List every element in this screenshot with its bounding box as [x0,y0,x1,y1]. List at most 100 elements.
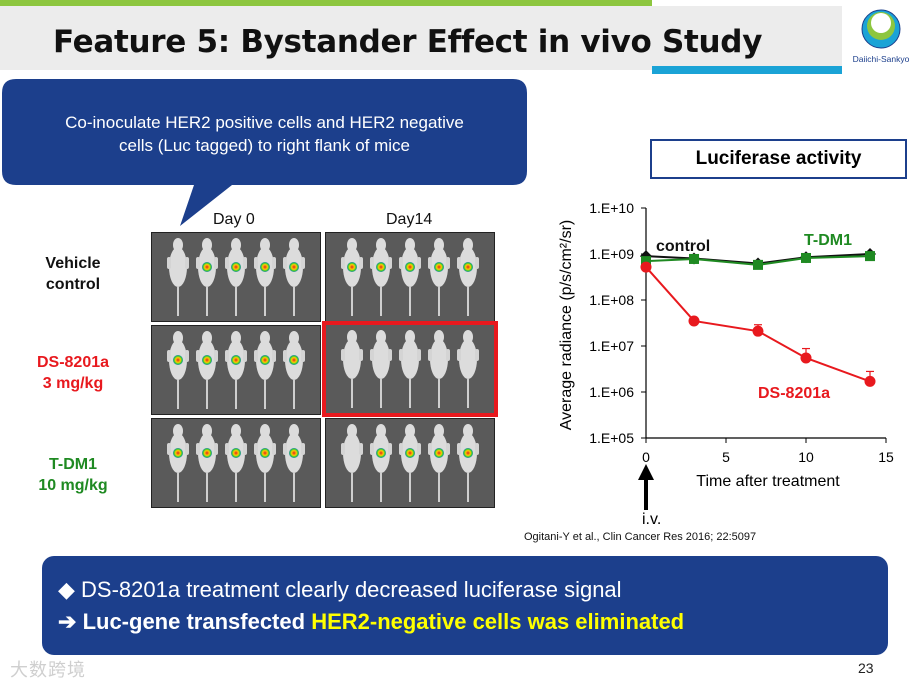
mouse-silhouette [340,423,364,503]
luciferase-signal [289,355,299,365]
x-axis-label: Time after treatment [696,473,840,490]
mouse-silhouette [224,237,248,317]
luciferase-signal [289,262,299,272]
data-point [752,325,764,337]
mouse-silhouette [253,423,277,503]
row-label-line: T-DM1 [49,456,97,473]
image-panel-tdm1-day0 [151,418,321,508]
data-point [689,253,699,264]
luciferase-signal [434,448,444,458]
mouse-silhouette [166,423,190,503]
row-label-line: 10 mg/kg [38,477,108,494]
citation: Ogitani-Y et al., Clin Cancer Res 2016; … [524,531,757,543]
mouse-silhouette [456,329,480,409]
slide-title: Feature 5: Bystander Effect in vivo Stud… [53,24,763,60]
x-tick-label: 10 [798,449,814,465]
luciferase-signal [202,262,212,272]
luciferase-signal [434,262,444,272]
summary-box: ◆ DS-8201a treatment clearly decreased l… [42,556,888,655]
x-tick-label: 15 [878,449,894,465]
luciferase-signal [202,355,212,365]
series-label-ds8201a: DS-8201a [758,385,830,402]
callout-shape [2,79,527,226]
data-point [753,259,763,270]
mouse-silhouette [195,423,219,503]
y-axis-label: Average radiance (p/s/cm²/sr) [558,220,575,430]
summary-line-2: ➔ Luc-gene transfected HER2-negative cel… [58,609,684,635]
mouse-silhouette [224,330,248,410]
iv-arrow-head [638,464,654,480]
luciferase-signal [376,448,386,458]
column-label-day0: Day 0 [213,211,255,228]
mouse-silhouette [427,423,451,503]
series-label-control: control [656,238,710,255]
row-label-line: control [45,276,101,293]
x-tick-label: 0 [642,449,650,465]
series-label-tdm1: T-DM1 [804,232,852,249]
callout-line-2: cells (Luc tagged) to right flank of mic… [118,136,411,155]
mouse-silhouette [224,423,248,503]
mouse-silhouette [340,237,364,317]
mouse-silhouette [166,237,190,317]
summary-line-1: ◆ DS-8201a treatment clearly decreased l… [58,577,622,603]
page-number: 23 [858,660,874,676]
row-label-line: DS-8201a [36,354,110,371]
luciferase-title: Luciferase activity [695,148,862,169]
mouse-silhouette [398,329,422,409]
iv-label: i.v. [642,511,661,528]
luciferase-signal [376,262,386,272]
mouse-silhouette [427,237,451,317]
mouse-silhouette [427,329,451,409]
luciferase-signal [231,355,241,365]
image-panel-tdm1-day14 [325,418,495,508]
mouse-silhouette [282,237,306,317]
luciferase-signal [260,355,270,365]
luciferase-chart: 1.E+05 1.E+06 1.E+07 1.E+08 1.E+09 1.E+10 0 5 10… [558,200,894,528]
data-point [864,375,876,387]
image-panel-ds8201a-day14 [322,321,498,417]
x-tick-label: 5 [722,449,730,465]
callout-line-1: Co-inoculate HER2 positive cells and HER… [65,113,464,132]
luciferase-signal [347,262,357,272]
luciferase-signal [405,262,415,272]
summary-line-2-white: Luc-gene transfected [82,609,306,634]
data-point [688,315,700,327]
row-label-vehicle: Vehicle control [0,253,146,295]
logo-text: Daiichi-Sankyo [852,54,910,64]
data-point [641,256,651,267]
luciferase-signal [173,355,183,365]
diamond-bullet-icon: ◆ [58,577,75,602]
luciferase-signal [463,262,473,272]
luciferase-signal [173,448,183,458]
image-panel-vehicle-day14 [325,232,495,322]
mouse-silhouette [369,237,393,317]
title-band [0,6,842,70]
mouse-silhouette [253,237,277,317]
luciferase-signal [260,262,270,272]
mouse-silhouette [253,330,277,410]
mouse-silhouette [195,237,219,317]
mouse-silhouette [195,330,219,410]
image-panel-vehicle-day0 [151,232,321,322]
data-point [640,261,652,273]
mouse-silhouette [398,237,422,317]
callout-bubble: Co-inoculate HER2 positive cells and HER… [2,79,527,226]
header-accent-bar [0,0,652,6]
y-tick-label: 1.E+07 [589,338,634,354]
y-tick-label: 1.E+09 [589,246,634,262]
mouse-silhouette [398,423,422,503]
column-label-day14: Day14 [386,211,433,228]
y-tick-label: 1.E+05 [589,430,634,446]
data-point [640,250,652,263]
mouse-silhouette [456,423,480,503]
mouse-silhouette [456,237,480,317]
luciferase-signal [231,262,241,272]
mouse-silhouette [369,329,393,409]
mouse-silhouette [282,423,306,503]
luciferase-signal [202,448,212,458]
luciferase-signal [289,448,299,458]
arrow-right-icon: ➔ [58,609,77,634]
summary-line-2-highlight: HER2-negative cells was eliminated [311,609,685,634]
mouse-silhouette [282,330,306,410]
luciferase-signal [231,448,241,458]
